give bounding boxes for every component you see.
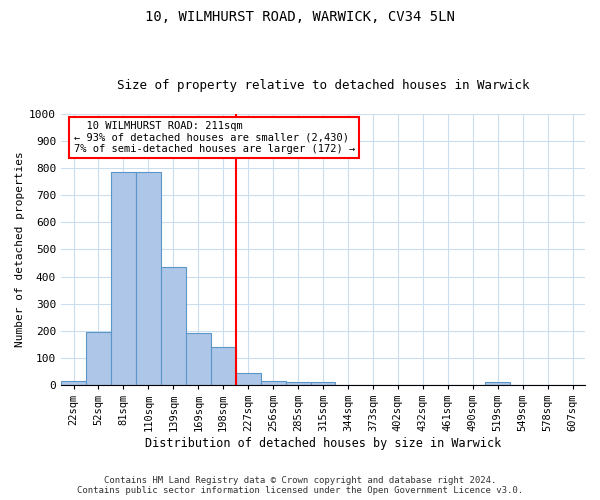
Y-axis label: Number of detached properties: Number of detached properties — [15, 152, 25, 348]
X-axis label: Distribution of detached houses by size in Warwick: Distribution of detached houses by size … — [145, 437, 501, 450]
Bar — [311, 382, 335, 385]
Text: 10 WILMHURST ROAD: 211sqm
← 93% of detached houses are smaller (2,430)
7% of sem: 10 WILMHURST ROAD: 211sqm ← 93% of detac… — [74, 121, 355, 154]
Bar — [61, 381, 86, 385]
Bar — [86, 332, 111, 385]
Bar — [286, 382, 311, 385]
Text: 10, WILMHURST ROAD, WARWICK, CV34 5LN: 10, WILMHURST ROAD, WARWICK, CV34 5LN — [145, 10, 455, 24]
Bar — [136, 172, 161, 385]
Bar — [161, 267, 186, 385]
Bar — [111, 172, 136, 385]
Bar — [485, 382, 510, 385]
Bar — [260, 381, 286, 385]
Title: Size of property relative to detached houses in Warwick: Size of property relative to detached ho… — [117, 79, 529, 92]
Bar — [236, 372, 260, 385]
Bar — [186, 334, 211, 385]
Bar — [211, 347, 236, 385]
Text: Contains HM Land Registry data © Crown copyright and database right 2024.
Contai: Contains HM Land Registry data © Crown c… — [77, 476, 523, 495]
